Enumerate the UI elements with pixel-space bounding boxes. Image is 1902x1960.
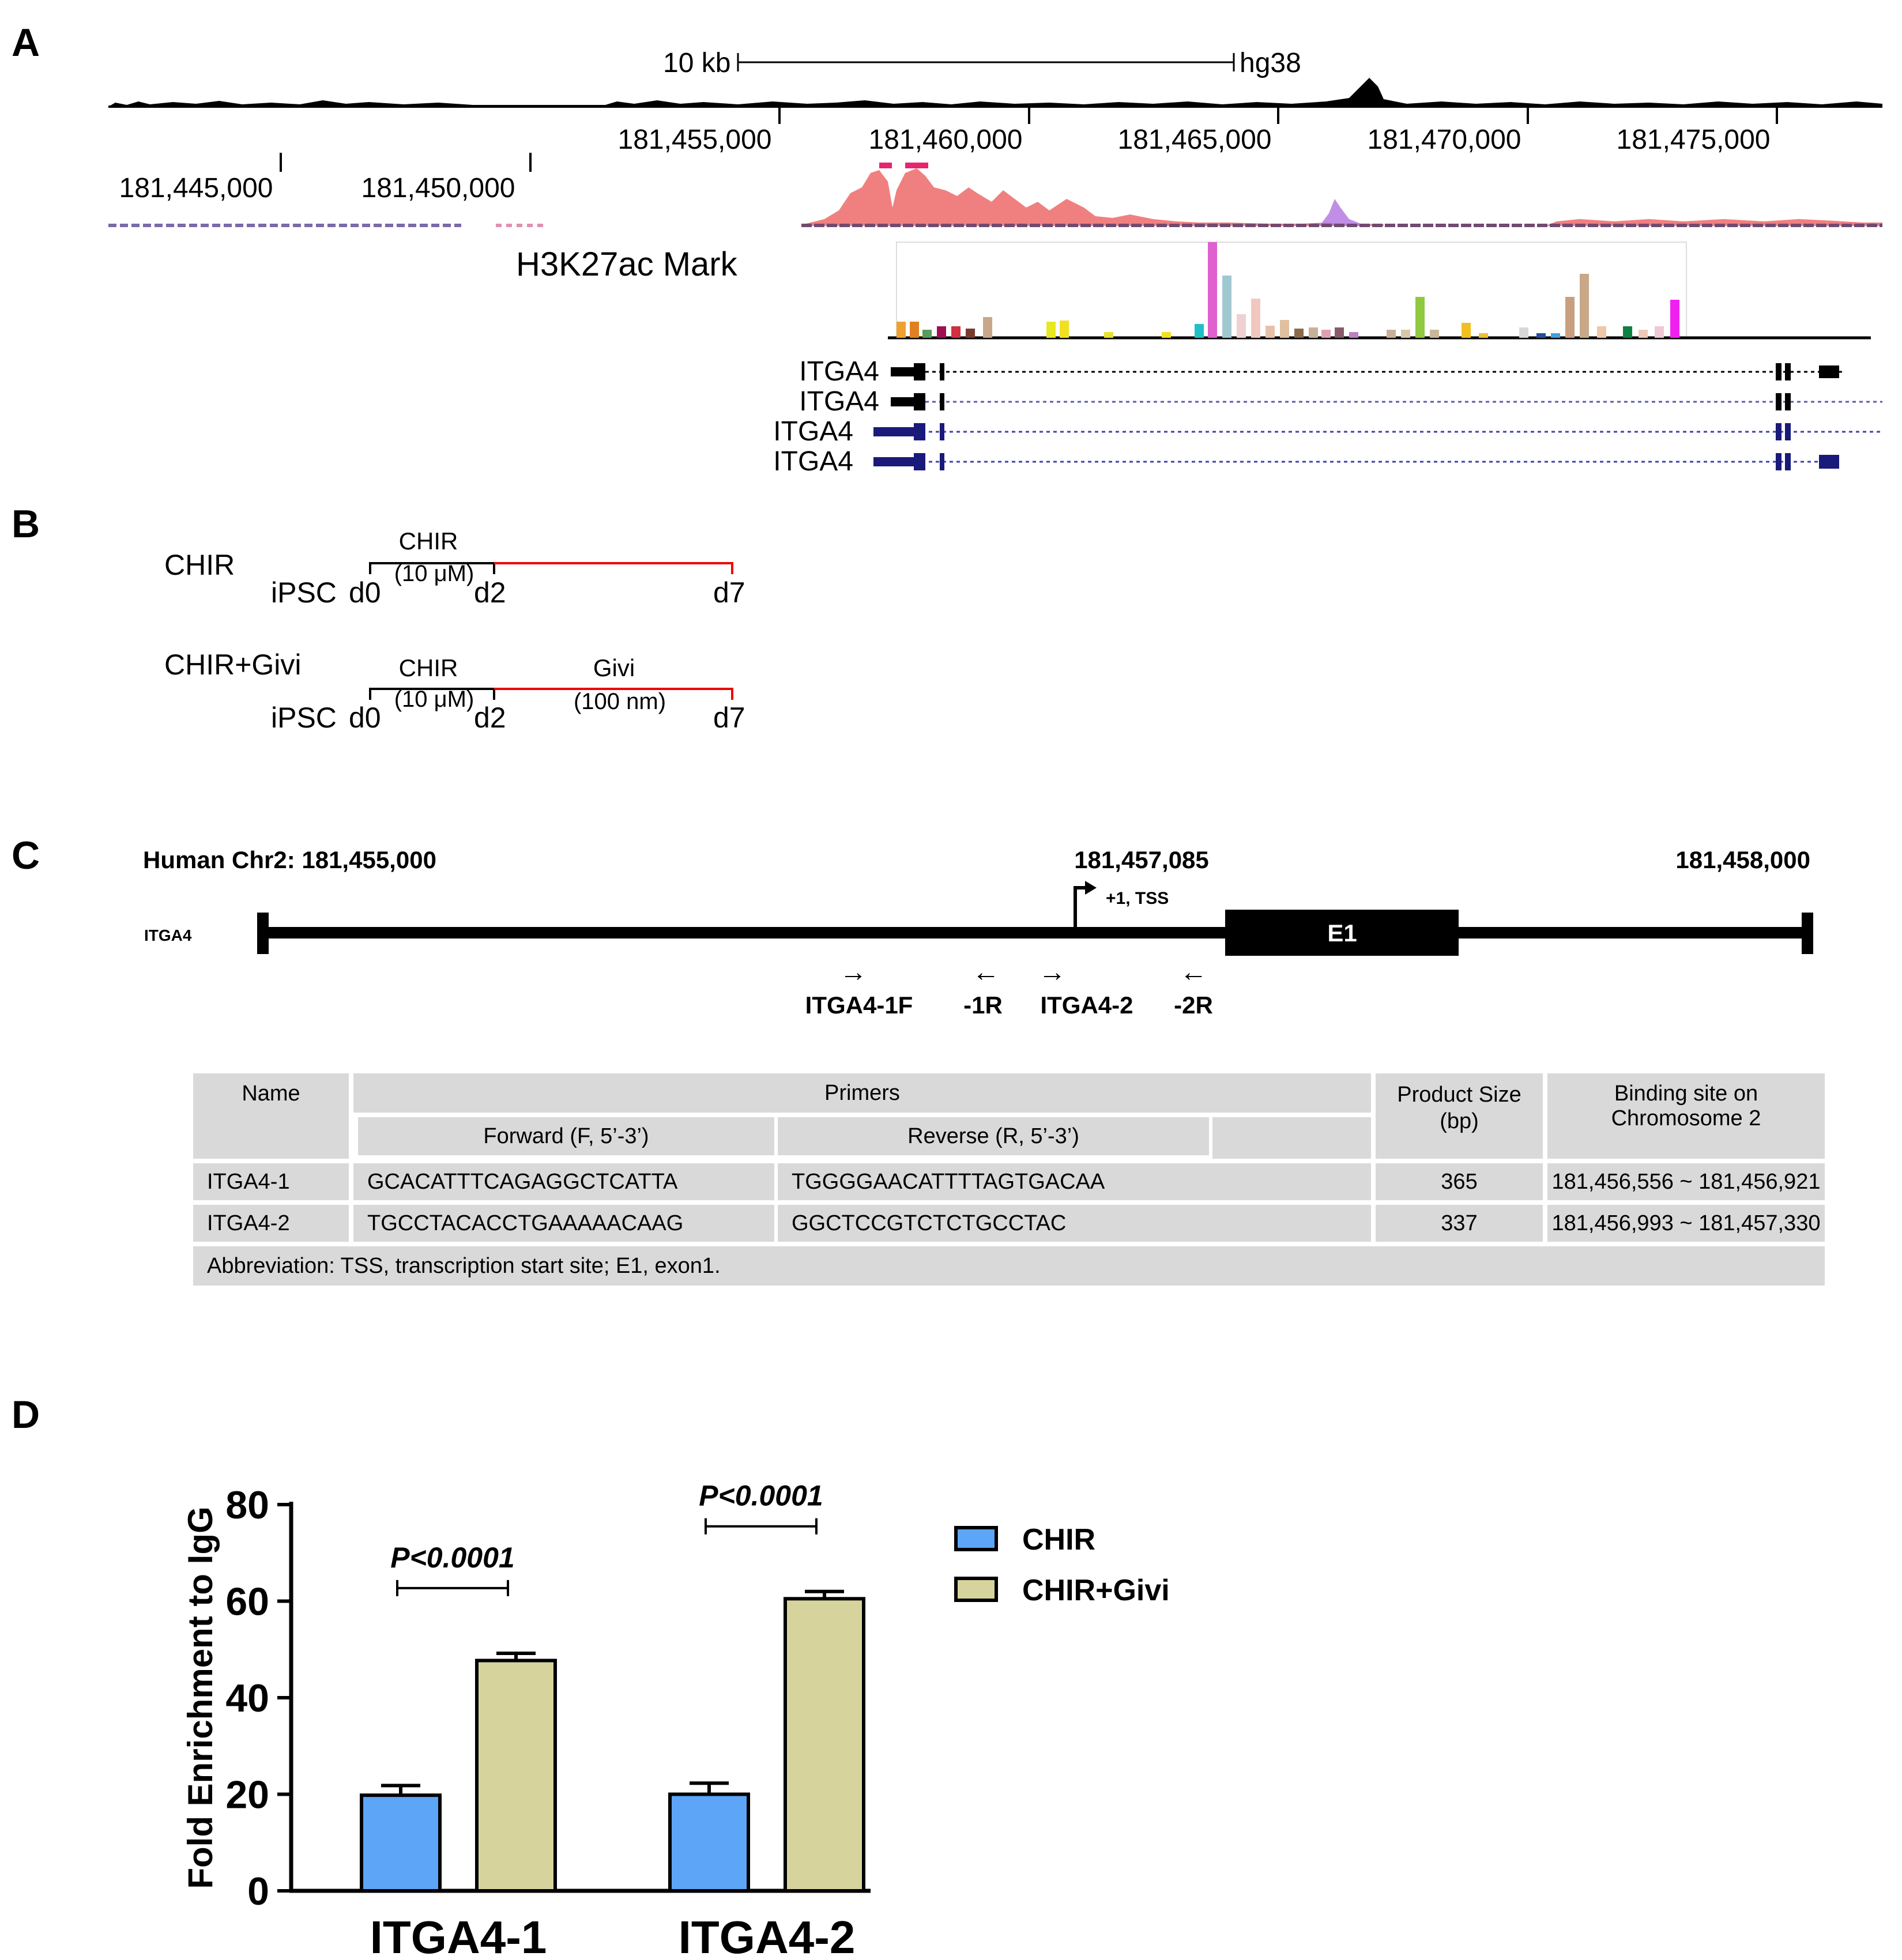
drug-concentration: (100 nm)	[574, 689, 666, 714]
coord-label: 181,460,000	[869, 125, 1023, 155]
group-name: CHIR+Givi	[164, 649, 302, 681]
track-label: H3K27ac Mark	[516, 246, 738, 283]
table-cell-reverse: TGGGGAACATTTTAGTGACAA	[778, 1163, 1371, 1200]
gene-label: ITGA4	[799, 386, 879, 417]
bar-chir	[360, 1793, 442, 1893]
chr-start-label: Human Chr2: 181,455,000	[143, 846, 436, 873]
scheme-chir-givi: CHIR+Givi CHIR (10 μM) Givi (100 nm) iPS…	[164, 649, 745, 734]
table-header-forward: Forward (F, 5’-3’)	[358, 1117, 774, 1155]
y-axis-label: Fold Enrichment to IgG	[181, 1506, 220, 1889]
gene-models: ITGA4 ITGA4 ITGA4 ITGA4	[773, 356, 1882, 477]
primer-label: -2R	[1174, 992, 1213, 1019]
drug-label: Givi	[593, 654, 635, 681]
primer-label: ITGA4-2	[1040, 992, 1133, 1019]
treatment-scheme-panel: CHIR CHIR (10 μM) iPSC d0 d2 d7 CHIR+Giv…	[164, 527, 745, 734]
drug-concentration: (10 μM)	[394, 561, 474, 586]
table-cell-reverse: GGCTCCGTCTCTGCCTAC	[778, 1205, 1371, 1242]
primer-label: ITGA4-1F	[805, 992, 913, 1019]
coord-label: 181,445,000	[119, 173, 273, 203]
conservation-track	[108, 78, 1882, 108]
coord-label: 181,475,000	[1617, 125, 1771, 155]
x-tick-label: ITGA4-1	[370, 1912, 547, 1960]
drug-concentration: (10 μM)	[394, 687, 474, 712]
scale-bar-label: 10 kb	[663, 48, 730, 78]
day-label: d2	[474, 702, 506, 734]
table-cell-forward: GCACATTTCAGAGGCTCATTA	[353, 1163, 774, 1200]
panel-label-c: C	[12, 834, 40, 877]
coord-label: 181,455,000	[618, 125, 772, 155]
start-label: iPSC	[271, 702, 337, 734]
y-tick-label: 20	[225, 1773, 269, 1817]
genome-browser-panel: 10 kb hg38 181,455,000 181,460,000 181,4…	[108, 48, 1882, 477]
primer-label: -1R	[963, 992, 1003, 1019]
reverse-arrow-icon: ←	[972, 957, 1000, 987]
primer-map-panel: Human Chr2: 181,455,000 181,457,085 181,…	[143, 846, 1813, 1019]
table-header-reverse: Reverse (R, 5’-3’)	[778, 1117, 1209, 1155]
day-label: d0	[349, 702, 381, 734]
bar-chir-givi	[475, 1659, 557, 1893]
day-label: d2	[474, 576, 506, 609]
table-cell-name: ITGA4-2	[193, 1205, 349, 1242]
coord-label: 181,470,000	[1368, 125, 1521, 155]
chr-end-label: 181,458,000	[1675, 846, 1810, 873]
reverse-arrow-icon: ←	[1180, 957, 1207, 987]
drug-label: CHIR	[399, 527, 458, 555]
table-header-binding: Binding site on Chromosome 2	[1547, 1073, 1825, 1159]
h3k27ac-peak-track	[108, 163, 1882, 227]
table-header-name: Name	[193, 1073, 349, 1159]
panel-label-b: B	[12, 502, 40, 546]
coordinate-ruler-top: 181,455,000 181,460,000 181,465,000 181,…	[618, 107, 1778, 155]
day-label: d7	[713, 702, 745, 734]
coord-label: 181,465,000	[1118, 125, 1272, 155]
table-cell-size: 337	[1376, 1205, 1543, 1242]
y-tick-label: 60	[225, 1580, 269, 1624]
p-value-label: P<0.0001	[699, 1480, 823, 1512]
legend-swatch	[954, 1577, 998, 1602]
bar-chir-givi	[784, 1597, 865, 1893]
y-tick-label: 0	[247, 1869, 269, 1913]
scheme-chir: CHIR CHIR (10 μM) iPSC d0 d2 d7	[164, 527, 745, 609]
product-size-header-text: Product Size (bp)	[1397, 1083, 1521, 1133]
y-tick-label: 80	[225, 1483, 269, 1527]
table-footnote: Abbreviation: TSS, transcription start s…	[193, 1246, 1825, 1286]
table-header-primers: Primers	[353, 1073, 1371, 1113]
forward-arrow-icon: →	[839, 957, 867, 987]
coordinate-ruler-bottom: 181,445,000 181,450,000	[119, 153, 532, 203]
x-tick-label: ITGA4-2	[679, 1912, 856, 1960]
p-value-label: P<0.0001	[390, 1541, 514, 1574]
gene-label: ITGA4	[799, 356, 879, 387]
gene-label: ITGA4	[773, 416, 853, 447]
legend-label: CHIR+Givi	[1022, 1574, 1170, 1607]
panel-label-d: D	[12, 1393, 40, 1437]
bar-chir	[668, 1792, 750, 1893]
forward-arrow-icon: →	[1038, 957, 1066, 987]
primer-table: Name Primers Forward (F, 5’-3’) Reverse …	[193, 1073, 1825, 1287]
chromatin-state-bar-track	[888, 242, 1871, 340]
group-name: CHIR	[164, 549, 235, 581]
y-tick-label: 40	[225, 1676, 269, 1720]
legend-label: CHIR	[1022, 1523, 1095, 1556]
table-cell-binding: 181,456,993 ~ 181,457,330	[1547, 1205, 1825, 1242]
start-label: iPSC	[271, 576, 337, 609]
table-cell-forward: TGCCTACACCTGAAAAACAAG	[353, 1205, 774, 1242]
drug-label: CHIR	[399, 654, 458, 681]
coord-label: 181,450,000	[361, 173, 515, 203]
day-label: d0	[349, 576, 381, 609]
table-cell-binding: 181,456,556 ~ 181,456,921	[1547, 1163, 1825, 1200]
exon-1-box	[1225, 910, 1459, 956]
gene-label: ITGA4	[144, 926, 192, 944]
assembly-label: hg38	[1240, 48, 1301, 78]
exon-label: E1	[1327, 919, 1357, 947]
table-cell-size: 365	[1376, 1163, 1543, 1200]
tss-arrow-icon	[1074, 881, 1097, 927]
table-cell-name: ITGA4-1	[193, 1163, 349, 1200]
table-header-product-size: Product Size (bp)	[1376, 1073, 1543, 1159]
legend-swatch	[954, 1526, 998, 1551]
day-label: d7	[713, 576, 745, 609]
tss-coordinate-label: 181,457,085	[1074, 846, 1209, 873]
tss-label: +1, TSS	[1106, 889, 1169, 908]
panel-label-a: A	[12, 21, 40, 65]
gene-label: ITGA4	[773, 446, 853, 477]
